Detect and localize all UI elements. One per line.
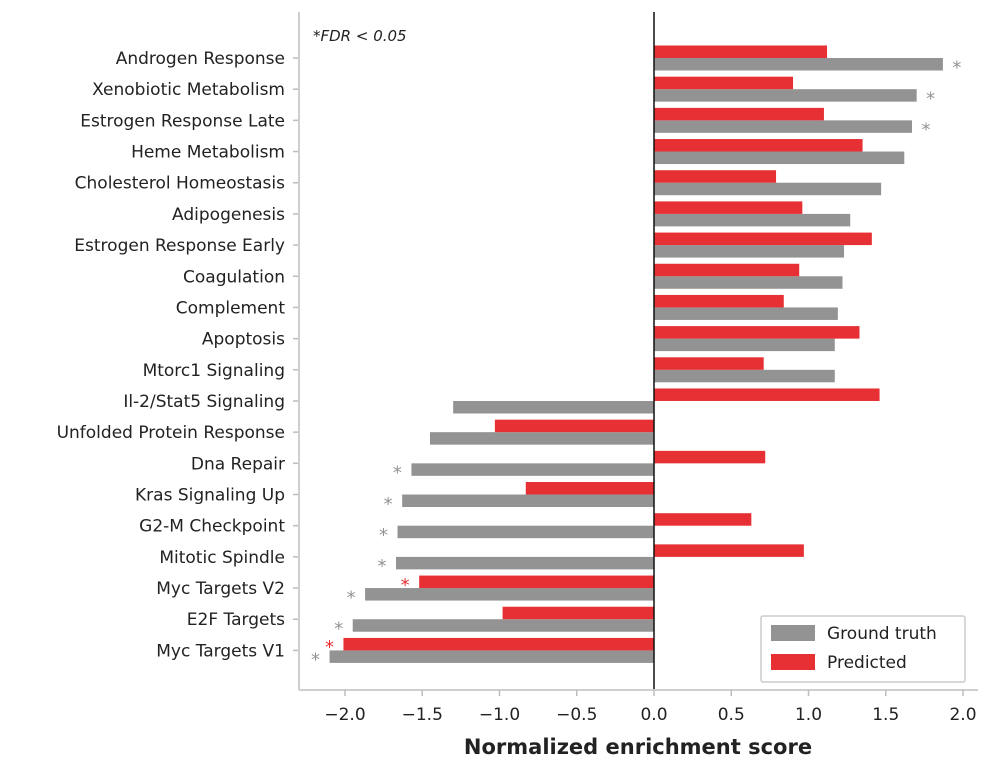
x-tick-label: 0.5 (718, 705, 745, 725)
bar-predicted-complement (654, 294, 784, 308)
y-tick-label-cholesterol-homeostasis: Cholesterol Homeostasis (75, 174, 285, 194)
y-tick-label-myc-targets-v2: Myc Targets V2 (156, 579, 285, 599)
y-tick-label-dna-repair: Dna Repair (191, 454, 285, 474)
bar-ground-truth-g2-m-checkpoint (397, 525, 654, 539)
significance-star-ground-truth-kras-signaling-up: * (384, 494, 393, 515)
y-tick-label-adipogenesis: Adipogenesis (172, 205, 285, 225)
bar-predicted-cholesterol-homeostasis (654, 170, 777, 183)
bar-predicted-androgen-response (654, 45, 828, 58)
bar-predicted-heme-metabolism (654, 139, 863, 152)
fdr-annotation: *FDR < 0.05 (313, 27, 407, 45)
bar-predicted-myc-targets-v2 (419, 575, 654, 589)
bar-predicted-kras-signaling-up (525, 482, 654, 495)
y-tick-label-e2f-targets: E2F Targets (187, 610, 285, 630)
legend-label-ground-truth: Ground truth (827, 624, 937, 644)
bar-predicted-unfolded-protein-response (494, 419, 654, 433)
legend-label-predicted: Predicted (827, 653, 907, 673)
y-tick-label-il-2-stat5-signaling: Il-2/Stat5 Signaling (123, 392, 285, 412)
bar-predicted-mtorc1-signaling (654, 357, 764, 370)
bar-ground-truth-complement (654, 307, 838, 320)
bar-predicted-apoptosis (654, 326, 860, 339)
bar-ground-truth-dna-repair (411, 463, 654, 476)
legend: Ground truth Predicted (760, 615, 966, 683)
y-tick-label-coagulation: Coagulation (183, 267, 285, 287)
x-tick-label: −1.5 (402, 705, 443, 725)
bar-ground-truth-androgen-response (654, 58, 943, 71)
bar-predicted-e2f-targets (502, 606, 654, 620)
significance-star-ground-truth-e2f-targets: * (334, 618, 343, 639)
y-tick-label-estrogen-response-late: Estrogen Response Late (80, 111, 285, 131)
bar-ground-truth-estrogen-response-early (654, 245, 845, 258)
significance-star-ground-truth-myc-targets-v1: * (311, 650, 320, 671)
y-tick-label-unfolded-protein-response: Unfolded Protein Response (57, 423, 285, 443)
bar-ground-truth-mitotic-spindle (395, 556, 654, 570)
y-tick-label-complement: Complement (176, 298, 286, 318)
bar-ground-truth-coagulation (654, 276, 843, 289)
y-tick-label-myc-targets-v1: Myc Targets V1 (156, 641, 285, 661)
bar-ground-truth-il-2-stat5-signaling (453, 400, 654, 414)
significance-star-ground-truth-mitotic-spindle: * (377, 556, 386, 577)
bar-predicted-coagulation (654, 263, 800, 277)
axes-layer: Androgen Response Xenobiotic Metabolism Es… (57, 12, 978, 725)
legend-swatch-ground-truth (771, 625, 815, 641)
y-tick-label-xenobiotic-metabolism: Xenobiotic Metabolism (92, 80, 285, 100)
significance-star-ground-truth-xenobiotic-metabolism: * (926, 88, 935, 109)
bar-ground-truth-cholesterol-homeostasis (654, 182, 882, 196)
x-tick-label: −1.0 (479, 705, 520, 725)
bar-predicted-estrogen-response-early (654, 232, 872, 246)
bar-predicted-myc-targets-v1 (343, 637, 654, 651)
bar-predicted-mitotic-spindle (654, 544, 804, 557)
bar-ground-truth-mtorc1-signaling (654, 369, 835, 383)
significance-star-predicted-myc-targets-v2: * (401, 575, 410, 596)
y-tick-label-heme-metabolism: Heme Metabolism (131, 143, 285, 163)
y-tick-label-mitotic-spindle: Mitotic Spindle (159, 548, 285, 568)
y-tick-label-androgen-response: Androgen Response (116, 49, 285, 69)
x-axis-title: Normalized enrichment score (464, 735, 812, 759)
x-tick-label: 2.0 (949, 705, 976, 725)
bar-predicted-il-2-stat5-signaling (654, 388, 880, 401)
bar-ground-truth-kras-signaling-up (402, 494, 654, 508)
x-tick-label: −0.5 (556, 705, 597, 725)
significance-star-ground-truth-estrogen-response-late: * (922, 120, 931, 141)
bar-ground-truth-myc-targets-v1 (329, 650, 654, 663)
x-tick-label: 1.0 (795, 705, 822, 725)
significance-star-ground-truth-androgen-response: * (952, 57, 961, 78)
y-tick-label-apoptosis: Apoptosis (202, 330, 285, 350)
bar-ground-truth-heme-metabolism (654, 151, 905, 165)
bar-predicted-dna-repair (654, 450, 766, 464)
bars-layer: ************ (311, 45, 961, 671)
x-tick-label: 0.0 (640, 705, 667, 725)
y-tick-label-estrogen-response-early: Estrogen Response Early (74, 236, 285, 256)
significance-star-ground-truth-dna-repair: * (393, 463, 402, 484)
y-tick-label-g2-m-checkpoint: G2-M Checkpoint (139, 517, 285, 537)
bar-ground-truth-e2f-targets (352, 619, 654, 632)
y-tick-label-kras-signaling-up: Kras Signaling Up (135, 486, 285, 506)
bar-ground-truth-adipogenesis (654, 213, 851, 227)
legend-swatch-predicted (771, 654, 815, 670)
y-tick-label-mtorc1-signaling: Mtorc1 Signaling (143, 361, 285, 381)
bar-ground-truth-estrogen-response-late (654, 120, 913, 133)
bar-predicted-xenobiotic-metabolism (654, 76, 794, 90)
significance-star-predicted-myc-targets-v1: * (325, 637, 334, 658)
bar-predicted-g2-m-checkpoint (654, 513, 752, 526)
x-tick-label: −2.0 (324, 705, 365, 725)
bar-ground-truth-myc-targets-v2 (365, 588, 654, 601)
bar-ground-truth-apoptosis (654, 338, 835, 352)
significance-star-ground-truth-myc-targets-v2: * (347, 587, 356, 608)
bar-predicted-adipogenesis (654, 201, 803, 214)
bar-ground-truth-unfolded-protein-response (429, 432, 654, 445)
significance-star-ground-truth-g2-m-checkpoint: * (379, 525, 388, 546)
x-tick-label: 1.5 (872, 705, 899, 725)
bar-ground-truth-xenobiotic-metabolism (654, 89, 917, 102)
bar-predicted-estrogen-response-late (654, 107, 824, 121)
